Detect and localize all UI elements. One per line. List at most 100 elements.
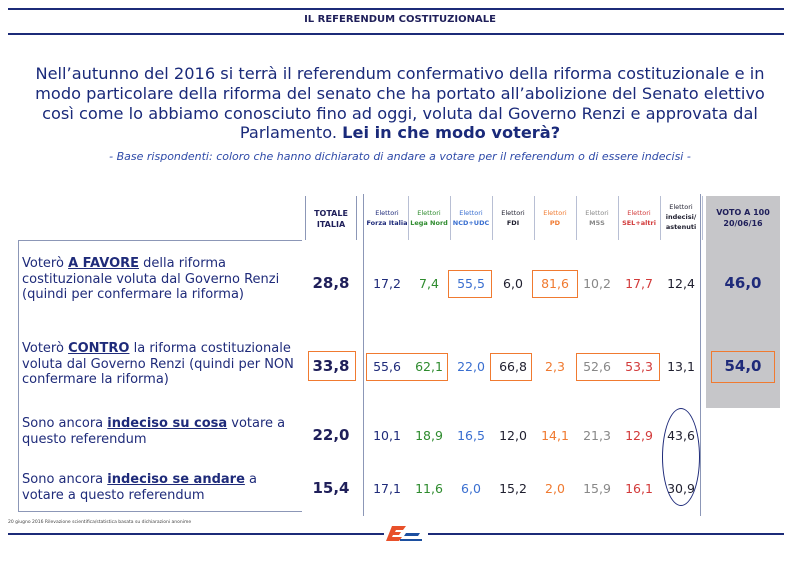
row-cell-value: 16,5 [457,428,485,443]
row-label-2: Sono ancora indeciso su cosa votare a qu… [22,416,300,447]
label-bracket-left [18,240,19,512]
row-cell-value: 81,6 [541,276,569,291]
row-label-post: a votare a questo referendum [22,472,257,503]
column-header-line: astenuti [665,223,697,231]
column-header-6: Elettori SEL+altri [618,208,660,228]
row-cell-value: 12,0 [499,428,527,443]
row-label-key: CONTRO [68,341,130,356]
voto-header-line1: VOTO A 100 [716,208,770,217]
row-cell-value: 10,1 [373,428,401,443]
row-cell-value: 12,4 [667,276,695,291]
row-cell-value: 14,1 [541,428,569,443]
row-cell-value: 12,9 [625,428,653,443]
row-cell-value: 11,6 [415,481,443,496]
column-header-line: Elettori [375,209,399,217]
column-header-line: Elettori [543,209,567,217]
label-bracket-bottom [18,511,302,512]
highlight-voto-contro [711,351,775,383]
column-header-separator [702,196,703,240]
row-label-pre: Voterò [22,341,69,356]
highlight-m5s-sel-contro [576,353,660,381]
question-body: Nell’autunno del 2016 si terrà il refere… [35,64,765,143]
column-header-line: indecisi/ [665,213,697,221]
row-cell-value: 2,3 [545,359,565,374]
voto-header: VOTO A 100 20/06/16 [706,207,780,229]
row-cell-value: 22,0 [457,359,485,374]
total-header-line2: ITALIA [316,220,346,229]
highlight-pd-favore [532,270,578,298]
row-cell-value: 17,1 [373,481,401,496]
row-label-0: Voterò A FAVORE della riforma costituzio… [22,256,300,303]
question-text: Nell’autunno del 2016 si terrà il refere… [20,64,780,143]
row-cell-value: 7,4 [419,276,439,291]
column-header-4: Elettori PD [534,208,576,228]
row-cell-value: 52,6 [583,359,611,374]
voto-column-bg [706,196,780,408]
row-cell-value: 15,9 [583,481,611,496]
header-top-rule [8,8,784,10]
question-emphasis: Lei in che modo voterà? [342,123,561,143]
row-voto-value: 54,0 [724,357,762,375]
column-header-line: Forza Italia [366,219,408,227]
euromedia-logo [386,524,424,544]
indecisi-ellipse [662,408,700,506]
row-label-1: Voterò CONTRO la riforma costituzionale … [22,341,300,388]
row-cell-value: 66,8 [499,359,527,374]
column-header-line: Elettori [627,209,651,217]
page-title: IL REFERENDUM COSTITUZIONALE [304,14,496,25]
row-cell-value: 16,1 [625,481,653,496]
row-cell-value: 17,2 [373,276,401,291]
column-header-line: SEL+altri [622,219,656,227]
column-header-separator [576,196,577,240]
column-header-separator [492,196,493,240]
column-header-2: Elettori NCD+UDC [450,208,492,228]
row-label-post: della riforma costituzionale voluta dal … [22,256,280,302]
voto-header-line2: 20/06/16 [723,219,763,228]
row-label-key: indeciso se andare [107,472,245,487]
column-header-separator [450,196,451,240]
column-header-separator [618,196,619,240]
total-header: TOTALE ITALIA [305,208,357,230]
row-cell-value: 62,1 [415,359,443,374]
highlight-fdi-contro [490,353,532,381]
row-cell-value: 55,5 [457,276,485,291]
column-header-line: Lega Nord [410,219,448,227]
row-cell-value: 53,3 [625,359,653,374]
row-label-post: la riforma costituzionale voluta dal Gov… [22,341,294,387]
row-cell-value: 17,7 [625,276,653,291]
row-total-value: 33,8 [312,357,350,375]
column-header-line: Elettori [459,209,483,217]
row-total-value: 28,8 [312,274,350,292]
row-total-value: 15,4 [312,479,350,497]
divider-2 [700,194,701,516]
total-header-line1: TOTALE [314,209,348,218]
column-header-1: Elettori Lega Nord [408,208,450,228]
column-header-separator [408,196,409,240]
column-header-line: PD [549,219,561,227]
column-header-line: Elettori [501,209,525,217]
row-label-pre: Sono ancora [22,472,108,487]
row-total-value: 22,0 [312,426,350,444]
row-cell-value: 6,0 [461,481,481,496]
highlight-ncd-favore [448,270,492,298]
row-cell-value: 10,2 [583,276,611,291]
row-cell-value: 6,0 [503,276,523,291]
logo-icon [386,526,422,541]
column-header-7: Elettori indecisi/astenuti [660,202,702,232]
column-header-5: Elettori M5S [576,208,618,228]
row-cell-value: 13,1 [667,359,695,374]
row-cell-value: 55,6 [373,359,401,374]
column-header-line: Elettori [585,209,609,217]
footer-rule-left [8,533,384,535]
column-header-0: Elettori Forza Italia [366,208,408,228]
row-cell-value: 21,3 [583,428,611,443]
footer-rule-right [428,533,784,535]
column-header-line: M5S [589,219,605,227]
row-label-key: A FAVORE [68,256,140,271]
divider-1 [363,194,364,516]
row-label-3: Sono ancora indeciso se andare a votare … [22,472,300,503]
column-header-3: Elettori FDI [492,208,534,228]
header-bottom-rule [8,33,784,35]
column-header-separator [534,196,535,240]
highlight-fi-lega-contro [366,353,448,381]
